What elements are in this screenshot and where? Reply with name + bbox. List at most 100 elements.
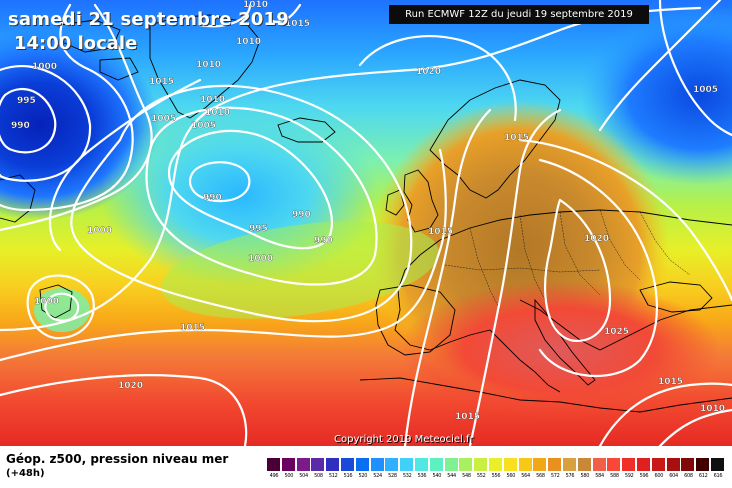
legend-swatch bbox=[267, 458, 281, 471]
low-center-ring3 bbox=[145, 106, 378, 286]
isobar-1005-ne bbox=[658, 0, 732, 137]
low-center-ring1 bbox=[188, 161, 251, 203]
legend-tick: 516 bbox=[343, 473, 353, 479]
black-sea-coast bbox=[639, 281, 713, 313]
legend-tick: 612 bbox=[698, 473, 708, 479]
iberia-coast bbox=[375, 284, 456, 356]
labrador-coast bbox=[0, 174, 36, 223]
isobar-label: 990 bbox=[11, 121, 30, 131]
isobar-1015-north bbox=[358, 35, 517, 122]
legend-tick: 564 bbox=[521, 473, 530, 479]
newfoundland-coast bbox=[39, 284, 73, 319]
low-center-ring2 bbox=[167, 129, 333, 250]
legend-tick: 592 bbox=[624, 473, 634, 479]
legend-tick: 608 bbox=[684, 473, 693, 479]
isobar-1015-east bbox=[518, 138, 732, 302]
low-sw-ring2 bbox=[26, 274, 95, 340]
isobar-label: 1010 bbox=[205, 108, 230, 118]
low-nw-ring3 bbox=[0, 3, 134, 212]
isobar-1010-se bbox=[658, 408, 732, 446]
legend-tick: 544 bbox=[447, 473, 456, 479]
isobar-label: 1015 bbox=[285, 19, 310, 29]
greenland-coast bbox=[149, 14, 261, 119]
run-info: Run ECMWF 12Z du jeudi 19 septembre 2019 bbox=[389, 5, 649, 24]
legend-swatch bbox=[622, 458, 637, 471]
legend-swatch bbox=[681, 458, 696, 471]
isobar-label: 1015 bbox=[504, 133, 529, 143]
isobar-label: 1010 bbox=[243, 0, 268, 10]
legend-swatch bbox=[311, 458, 326, 471]
legend-tick: 548 bbox=[462, 473, 471, 479]
map-title: Géop. z500, pression niveau mer bbox=[6, 452, 229, 466]
isobar-label: 1010 bbox=[700, 404, 725, 414]
isobar-label: 1015 bbox=[658, 377, 683, 387]
isobar-label: 990 bbox=[292, 210, 311, 220]
isobar-label: 1005 bbox=[191, 121, 216, 131]
isobar-labels: 1010 1015 1010 1000 1010 995 1015 1020 9… bbox=[11, 0, 725, 422]
scandinavia-coast bbox=[429, 79, 561, 199]
isobar-label: 995 bbox=[17, 96, 36, 106]
legend-tick: 540 bbox=[432, 473, 442, 479]
ireland-coast bbox=[385, 189, 405, 216]
isobar-label: 990 bbox=[314, 236, 333, 246]
isobar-label: 1015 bbox=[455, 412, 480, 422]
legend-tick: 588 bbox=[610, 473, 619, 479]
isobar-label: 995 bbox=[249, 224, 268, 234]
isobar-label: 1010 bbox=[236, 37, 261, 47]
legend-tick: 496 bbox=[269, 473, 279, 479]
isobar-1020-north bbox=[0, 6, 702, 332]
legend-swatch bbox=[607, 458, 622, 471]
isobar-1025-east bbox=[544, 198, 612, 343]
green-tongue bbox=[161, 221, 439, 319]
forecast-date: samedi 21 septembre 2019 bbox=[8, 9, 289, 30]
isobar-label: 1010 bbox=[200, 95, 225, 105]
copyright-text: Copyright 2019 Meteociel.fr bbox=[334, 434, 474, 445]
legend-tick: 528 bbox=[388, 473, 397, 479]
legend-swatch bbox=[474, 458, 489, 471]
legend-swatch bbox=[711, 458, 725, 471]
africa-coast bbox=[359, 377, 732, 413]
isobar-label: 1020 bbox=[584, 234, 609, 244]
legend-swatch bbox=[563, 458, 577, 471]
isobar-label: 1000 bbox=[248, 254, 273, 264]
isobar-1015-se bbox=[598, 382, 732, 446]
weather-map: 1010 1015 1010 1000 1010 995 1015 1020 9… bbox=[0, 0, 732, 446]
legend-tick: 600 bbox=[654, 473, 664, 479]
isobar-1010-east bbox=[598, 0, 722, 132]
legend-tick: 504 bbox=[299, 473, 308, 479]
low-sw-ring bbox=[44, 292, 80, 322]
isobar-1020-south bbox=[0, 374, 248, 446]
legend-swatch bbox=[341, 458, 355, 471]
legend-swatch bbox=[459, 458, 474, 471]
legend-swatch bbox=[370, 458, 385, 471]
britain-coast bbox=[403, 169, 439, 233]
isobar-label: 1005 bbox=[151, 114, 176, 124]
legend-tick: 616 bbox=[713, 473, 723, 479]
isobar-1005-big bbox=[70, 84, 413, 323]
legend-tick: 508 bbox=[314, 473, 323, 479]
legend-tick: 596 bbox=[639, 473, 649, 479]
legend-swatch bbox=[444, 458, 459, 471]
isobar-label: 1015 bbox=[180, 323, 205, 333]
isobar-label: 1020 bbox=[118, 381, 143, 391]
legend-tick: 552 bbox=[476, 473, 486, 479]
legend-swatch bbox=[489, 458, 503, 471]
legend-swatch bbox=[577, 458, 592, 471]
legend-swatch bbox=[296, 458, 311, 471]
legend-tick: 532 bbox=[402, 473, 412, 479]
legend-swatch bbox=[533, 458, 548, 471]
isobar-label: 1025 bbox=[604, 327, 629, 337]
legend-swatch bbox=[503, 458, 518, 471]
borders bbox=[444, 209, 691, 311]
legend-tick: 512 bbox=[328, 473, 338, 479]
legend-swatch bbox=[281, 458, 296, 471]
legend-swatch bbox=[696, 458, 711, 471]
isobar-label: 990 bbox=[203, 193, 222, 203]
isobar-label: 1000 bbox=[87, 226, 112, 236]
legend-tick: 568 bbox=[536, 473, 545, 479]
legend-swatch bbox=[326, 458, 341, 471]
forecast-range: (+48h) bbox=[6, 468, 45, 479]
legend-tick: 556 bbox=[491, 473, 501, 479]
legend-tick: 524 bbox=[373, 473, 382, 479]
isobar-1015-ridge bbox=[403, 108, 492, 446]
